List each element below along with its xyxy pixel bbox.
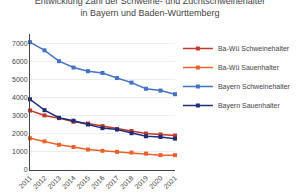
svg-text:7000: 7000 xyxy=(12,40,28,47)
svg-text:2021: 2021 xyxy=(162,174,178,190)
svg-text:Ba-Wü Schweinehalter: Ba-Wü Schweinehalter xyxy=(218,45,290,52)
svg-text:2017: 2017 xyxy=(104,174,120,190)
svg-text:2000: 2000 xyxy=(12,130,28,137)
svg-text:3000: 3000 xyxy=(12,112,28,119)
svg-text:2014: 2014 xyxy=(61,174,77,190)
svg-text:Bayern Sauenhalter: Bayern Sauenhalter xyxy=(218,102,281,110)
svg-text:0: 0 xyxy=(24,166,28,173)
svg-text:6000: 6000 xyxy=(12,58,28,65)
svg-text:2016: 2016 xyxy=(90,174,106,190)
svg-text:Ba-Wü Sauenhalter: Ba-Wü Sauenhalter xyxy=(218,64,280,71)
svg-text:Entwicklung Zahl der Schweine-: Entwicklung Zahl der Schweine- und Zucht… xyxy=(35,0,266,18)
svg-text:2013: 2013 xyxy=(46,174,62,190)
svg-text:4000: 4000 xyxy=(12,94,28,101)
svg-text:2020: 2020 xyxy=(148,174,164,190)
svg-text:1000: 1000 xyxy=(12,148,28,155)
svg-text:Bayern Schweinehalter: Bayern Schweinehalter xyxy=(218,83,291,91)
svg-text:5000: 5000 xyxy=(12,76,28,83)
svg-text:2015: 2015 xyxy=(75,174,91,190)
svg-text:2012: 2012 xyxy=(32,174,48,190)
svg-text:2018: 2018 xyxy=(119,174,135,190)
svg-text:2019: 2019 xyxy=(133,174,149,190)
svg-text:2011: 2011 xyxy=(18,174,34,190)
